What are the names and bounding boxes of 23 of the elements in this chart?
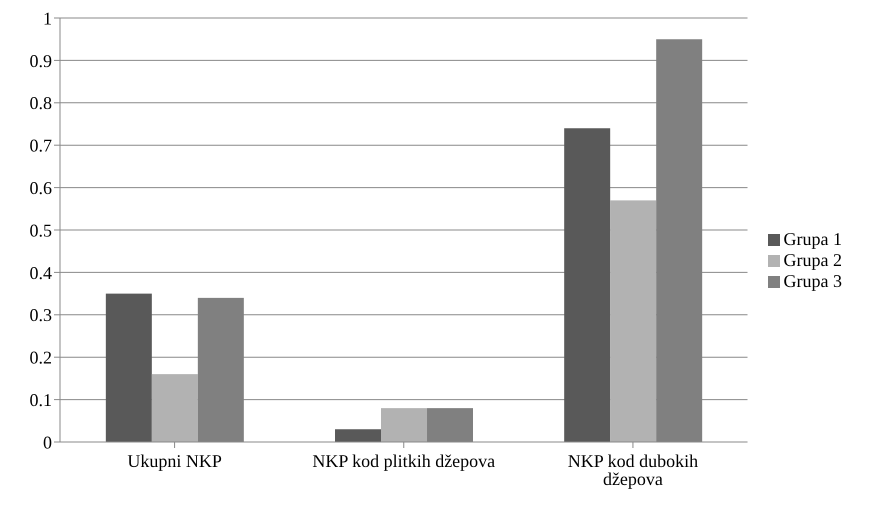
y-tick-label: 0.2 (30, 348, 52, 368)
y-tick-label: 0.7 (30, 136, 52, 156)
legend-label: Grupa 3 (784, 270, 842, 290)
y-tick-label: 0.1 (30, 390, 52, 410)
bar (106, 294, 152, 442)
x-tick-label: NKP kod dubokih džepova (568, 450, 698, 489)
y-tick-label: 0.4 (30, 262, 52, 283)
y-tick-label: 0 (43, 432, 52, 452)
bar (152, 374, 198, 442)
bar (335, 429, 382, 442)
y-tick-label: 1 (43, 8, 52, 28)
x-tick-label: NKP kod plitkih džepova (312, 450, 496, 471)
legend-label: Grupa 1 (784, 228, 842, 248)
y-tick-label: 0.8 (30, 93, 52, 114)
y-tick-label: 0.6 (30, 178, 52, 198)
y-tick-label: 0.9 (30, 50, 52, 71)
y-tick-label: 0.3 (30, 305, 52, 326)
bar (381, 408, 428, 442)
legend-label: Grupa 2 (784, 250, 842, 270)
bar (564, 128, 610, 442)
bar (610, 200, 656, 442)
x-tick-label: Ukupni NKP (127, 450, 222, 471)
y-tick-label: 0.5 (30, 220, 52, 240)
